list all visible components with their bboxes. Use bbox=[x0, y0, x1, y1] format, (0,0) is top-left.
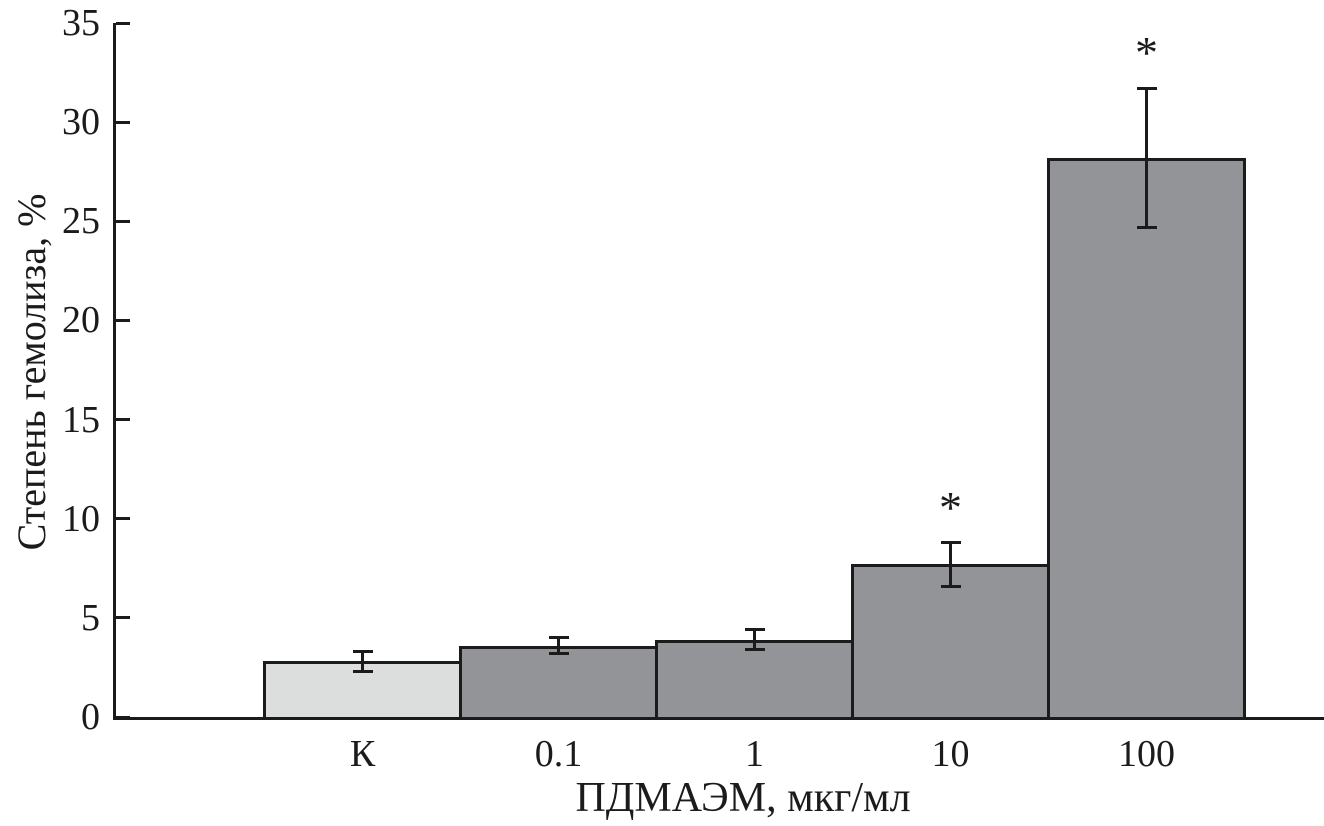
error-bar-1 bbox=[744, 628, 765, 652]
error-bar-line bbox=[949, 542, 952, 587]
x-category-label-0.1: 0.1 bbox=[534, 733, 583, 775]
error-bar-10 bbox=[940, 541, 961, 588]
significance-marker-10: * bbox=[939, 481, 962, 533]
error-bar-0.1 bbox=[548, 636, 569, 656]
bar-100 bbox=[1047, 157, 1246, 717]
error-bar-cap-bottom bbox=[940, 584, 961, 588]
error-bar-cap-top bbox=[352, 650, 373, 654]
error-bar-cap-bottom bbox=[1136, 225, 1157, 229]
y-tick-label: 5 bbox=[81, 596, 100, 639]
y-tick bbox=[116, 517, 130, 521]
error-bar-cap-top bbox=[548, 636, 569, 640]
plot-area: 0 5 10 15 20 25 30 35 * * bbox=[62, 4, 1324, 736]
y-tick bbox=[116, 616, 130, 620]
error-bar-cap-top bbox=[1136, 86, 1157, 90]
error-bar-cap-bottom bbox=[352, 669, 373, 673]
y-tick bbox=[116, 21, 130, 25]
y-tick bbox=[116, 715, 130, 719]
y-tick bbox=[116, 120, 130, 124]
x-category-label-1: 1 bbox=[745, 733, 764, 775]
y-tick bbox=[116, 219, 130, 223]
x-category-label-К: К bbox=[349, 733, 376, 775]
error-bar-cap-bottom bbox=[744, 648, 765, 652]
y-axis-title: Степень гемолиза, % bbox=[9, 193, 54, 551]
y-tick-label: 15 bbox=[62, 398, 100, 441]
y-tick-label: 10 bbox=[62, 497, 100, 540]
error-bar-line bbox=[753, 629, 756, 650]
error-bar-cap-top bbox=[744, 628, 765, 632]
significance-marker-100: * bbox=[1135, 27, 1158, 79]
x-axis-title: ПДМАЭМ, мкг/мл bbox=[575, 775, 911, 821]
y-tick-label: 30 bbox=[62, 101, 100, 144]
y-tick bbox=[116, 318, 130, 322]
bar-0.1 bbox=[459, 645, 658, 717]
error-bar-line bbox=[361, 651, 364, 672]
error-bar-cap-top bbox=[940, 541, 961, 544]
bar-10 bbox=[851, 564, 1050, 717]
y-tick-label: 0 bbox=[81, 696, 100, 738]
error-bar-line bbox=[1145, 88, 1148, 228]
error-bar-К bbox=[352, 650, 373, 673]
y-tick-label: 25 bbox=[62, 200, 100, 243]
x-category-label-100: 100 bbox=[1118, 733, 1175, 775]
error-bar-cap-bottom bbox=[548, 652, 569, 656]
bar-1 bbox=[655, 639, 854, 717]
y-tick bbox=[116, 418, 130, 422]
y-tick-label: 20 bbox=[62, 299, 100, 342]
x-category-label-10: 10 bbox=[931, 733, 970, 775]
error-bar-line bbox=[557, 637, 560, 654]
error-bar-100 bbox=[1136, 86, 1157, 229]
y-tick-label: 35 bbox=[62, 2, 100, 44]
